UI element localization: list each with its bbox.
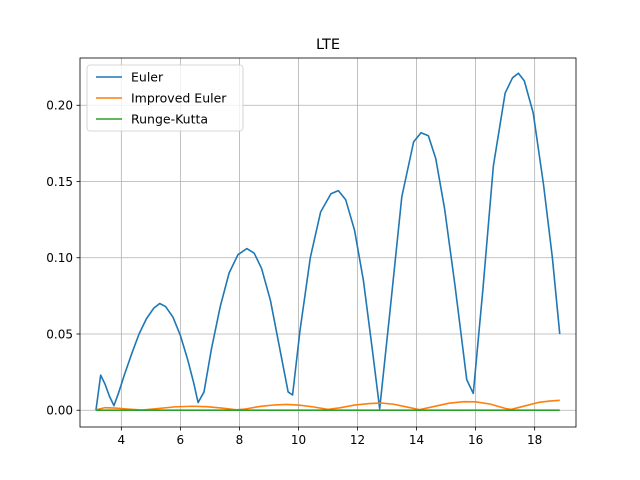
legend-label-runge-kutta: Runge-Kutta [131, 112, 208, 127]
x-tick-label: 14 [409, 433, 424, 447]
legend-box [86, 64, 244, 132]
x-tick-label: 6 [177, 433, 185, 447]
x-tick-label: 8 [236, 433, 244, 447]
x-tick-label: 10 [291, 433, 306, 447]
chart-title: LTE [316, 37, 340, 53]
y-tick-label: 0.05 [46, 327, 73, 341]
series-line-improved-euler [95, 399, 560, 411]
axes-frame [79, 57, 577, 428]
series-line-euler [95, 72, 561, 411]
y-tick-label: 0.15 [46, 175, 73, 189]
x-tick-label: 4 [118, 433, 126, 447]
y-tick-label: 0.20 [46, 99, 73, 113]
x-tick-label: 12 [350, 433, 365, 447]
y-axis-ticks: 0.00 0.05 0.10 0.15 0.20 [46, 99, 80, 418]
legend-label-improved-euler: Improved Euler [131, 91, 227, 106]
x-tick-label: 18 [527, 433, 542, 447]
series-lines [95, 72, 561, 412]
legend-label-euler: Euler [131, 70, 164, 85]
x-tick-label: 16 [468, 433, 483, 447]
y-tick-label: 0.10 [46, 251, 73, 265]
y-tick-label: 0.00 [46, 404, 73, 418]
legend: Euler Improved Euler Runge-Kutta [86, 64, 244, 132]
x-axis-ticks: 4 6 8 10 12 14 16 18 [118, 427, 542, 447]
